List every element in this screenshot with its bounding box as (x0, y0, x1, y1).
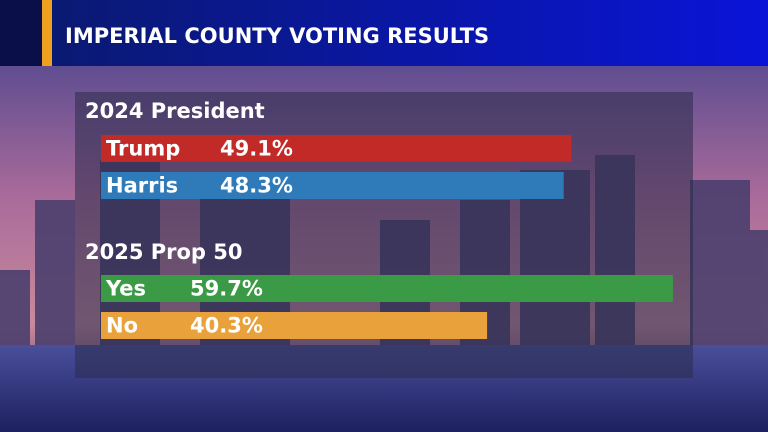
category-label: No (106, 314, 138, 338)
page-title: IMPERIAL COUNTY VOTING RESULTS (65, 24, 489, 48)
bar (101, 312, 488, 339)
banner (0, 0, 768, 66)
value-label: 40.3% (190, 314, 263, 338)
chart-title: 2025 Prop 50 (85, 240, 243, 264)
chart-title: 2024 President (85, 99, 265, 123)
bar (101, 172, 564, 199)
value-label: 49.1% (220, 137, 293, 161)
category-label: Trump (106, 137, 180, 161)
value-label: 59.7% (190, 277, 263, 301)
category-label: Harris (106, 174, 178, 198)
bar (101, 275, 673, 302)
value-label: 48.3% (220, 174, 293, 198)
banner-stripe (42, 0, 52, 66)
bar (101, 135, 572, 162)
category-label: Yes (105, 277, 146, 301)
banner-edge (0, 0, 42, 66)
